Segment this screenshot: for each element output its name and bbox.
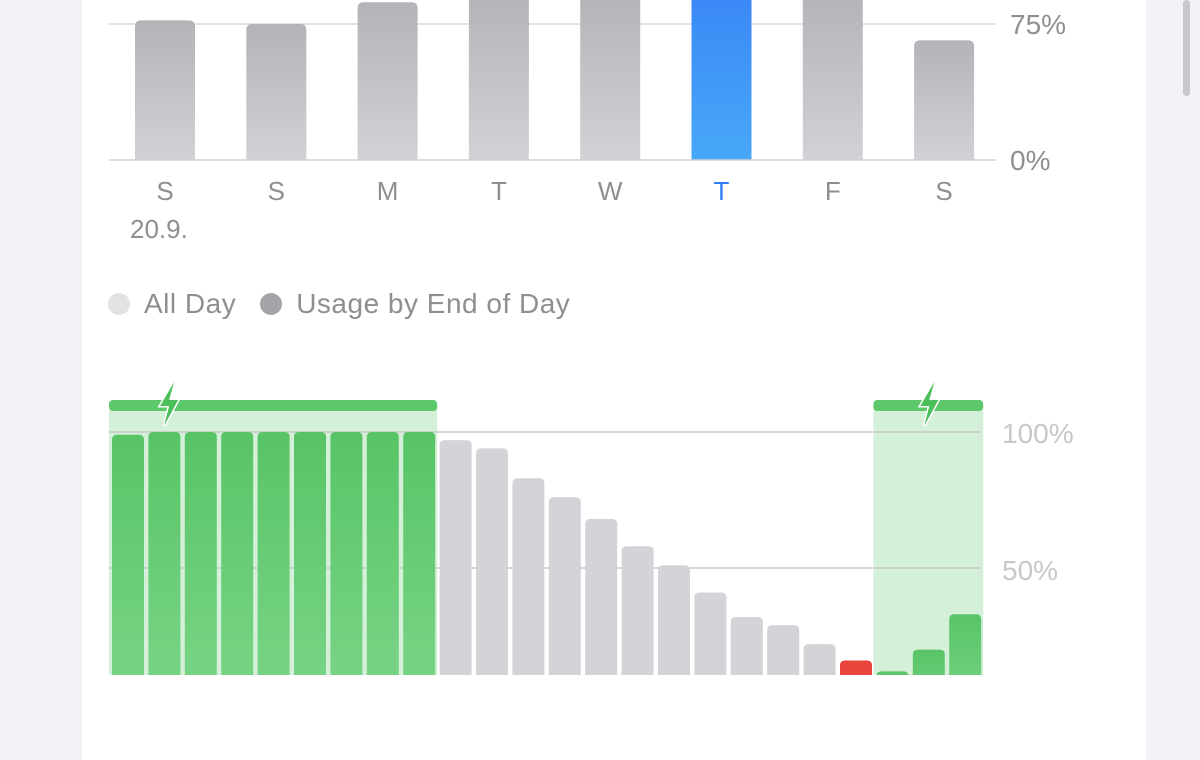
charging-bar — [109, 400, 438, 411]
charging-bolt-icon — [917, 381, 941, 427]
bar-17 — [730, 616, 763, 675]
x-tick-label: T — [491, 176, 507, 206]
legend-all-day[interactable]: All Day — [108, 288, 236, 320]
bar-5 — [294, 432, 326, 675]
legend-dot-usage-end-of-day — [260, 293, 283, 315]
x-tick-label: S — [268, 176, 285, 206]
chart-legend: All Day Usage by End of Day — [108, 288, 594, 320]
bar-7 — [914, 40, 975, 160]
bar-19 — [803, 644, 836, 675]
charging-bolt-icon — [157, 381, 181, 427]
y-tick-label: 0% — [1010, 145, 1050, 176]
battery-level-chart: 100% 50% — [109, 381, 1074, 675]
bar-18 — [767, 625, 800, 675]
bar-22 — [912, 649, 945, 675]
bar-2 — [357, 2, 418, 160]
bar-23 — [949, 614, 982, 675]
bar-15 — [658, 565, 690, 675]
bar-3 — [468, 0, 529, 160]
date-label: 20.9. — [130, 214, 188, 244]
x-tick-label: T — [714, 176, 730, 206]
bar-2 — [184, 432, 217, 675]
legend-label: All Day — [144, 288, 237, 319]
x-tick-label: M — [377, 176, 399, 206]
bar-3 — [221, 432, 254, 675]
bar-9 — [439, 440, 472, 675]
bar-1 — [148, 432, 181, 675]
legend-usage-end-of-day[interactable]: Usage by End of Day — [260, 288, 570, 320]
bar-16 — [694, 592, 727, 675]
x-tick-label: F — [825, 176, 841, 206]
bar-21 — [876, 671, 909, 675]
bar-1 — [246, 24, 307, 160]
x-tick-label: W — [598, 176, 623, 206]
x-tick-label: S — [156, 176, 173, 206]
daily-battery-chart: S S M T W T F S 20.9. 75% 0% — [109, 0, 1066, 244]
bar-0 — [135, 20, 195, 160]
bar-6 — [330, 432, 363, 675]
bar-11 — [512, 478, 545, 675]
bar-10 — [476, 448, 508, 675]
bar-8 — [403, 432, 436, 675]
bar-13 — [585, 519, 618, 675]
bar-4 — [580, 0, 641, 160]
y-tick-label: 50% — [1002, 555, 1058, 586]
bar-7 — [366, 432, 399, 675]
bar-4 — [257, 432, 290, 675]
y-tick-label: 100% — [1002, 418, 1074, 449]
legend-dot-all-day — [108, 293, 130, 315]
bar-12 — [548, 497, 581, 675]
bar-0 — [112, 434, 144, 675]
bar-5 — [691, 0, 752, 160]
x-tick-label: S — [935, 176, 952, 206]
bar-6 — [802, 0, 863, 160]
legend-label: Usage by End of Day — [296, 288, 571, 319]
scrollbar[interactable] — [1183, 0, 1190, 96]
bar-20 — [840, 660, 872, 675]
y-tick-label: 75% — [1010, 9, 1066, 40]
bar-14 — [621, 546, 654, 675]
